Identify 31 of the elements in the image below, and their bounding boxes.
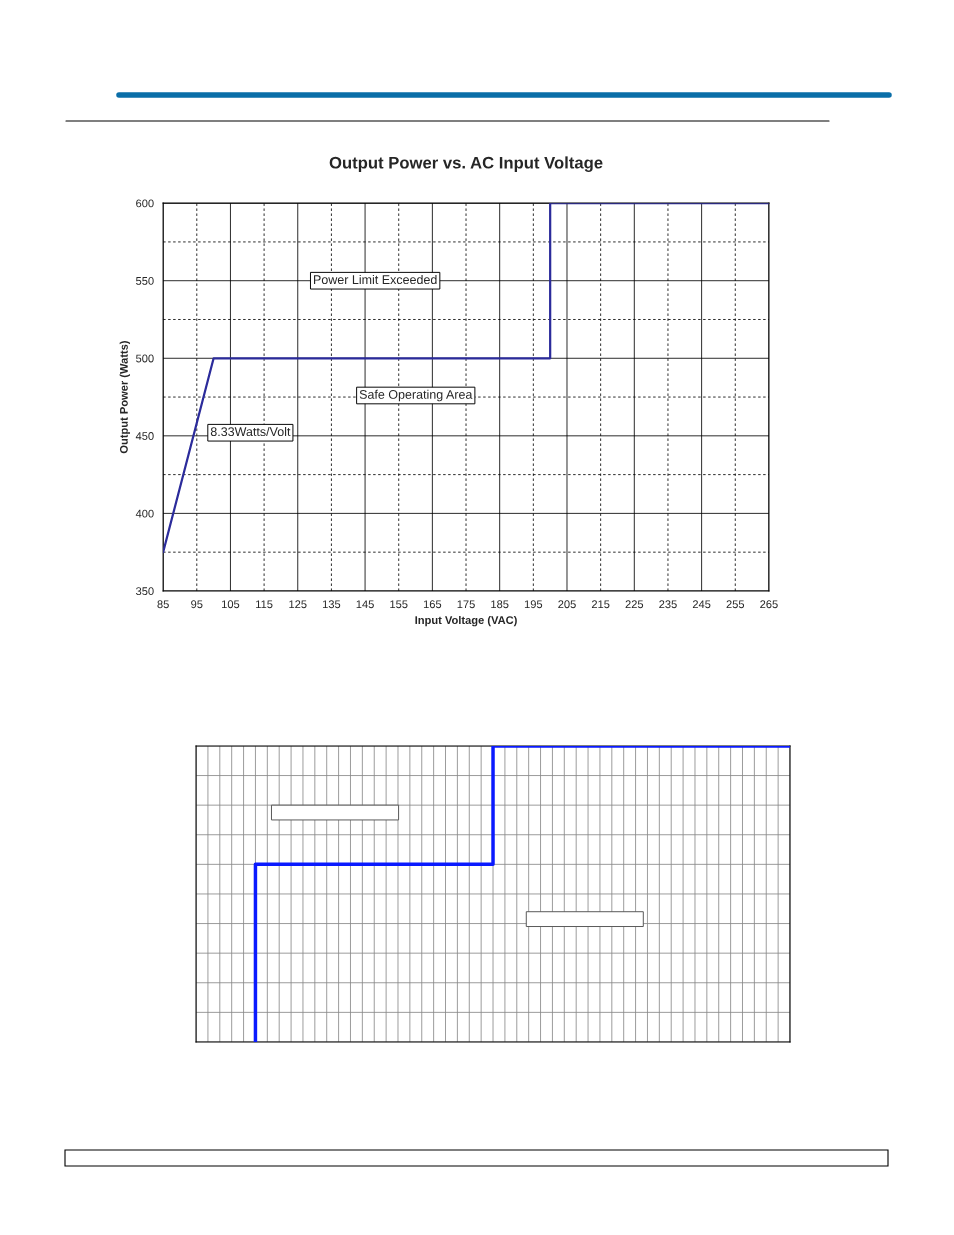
x-tick-label: 175 bbox=[457, 600, 475, 609]
x-tick-label: 205 bbox=[558, 600, 576, 609]
chart-title: Output Power vs. AC Input Voltage bbox=[329, 156, 603, 172]
x-tick-label: 155 bbox=[390, 600, 408, 609]
y-axis-title: Output Power (Watts) bbox=[119, 341, 131, 454]
x-tick-label: 185 bbox=[491, 600, 509, 609]
x-tick-label: 105 bbox=[222, 600, 240, 609]
x-tick-label: 85 bbox=[157, 600, 169, 609]
y-tick-label: 350 bbox=[135, 587, 154, 596]
x-axis-title: Input Voltage (VAC) bbox=[415, 615, 517, 627]
x-tick-label: 125 bbox=[289, 600, 307, 609]
x-tick-label: 215 bbox=[591, 600, 610, 609]
y-tick-label: 400 bbox=[135, 509, 154, 518]
x-tick-label: 195 bbox=[524, 600, 543, 609]
annotation: 8.33Watts/Volt bbox=[210, 426, 291, 437]
x-tick-label: 265 bbox=[760, 600, 778, 609]
y-tick-label: 500 bbox=[136, 354, 154, 363]
annotation: Safe Operating Area bbox=[359, 389, 473, 402]
x-tick-label: 145 bbox=[356, 600, 374, 609]
x-tick-label: 135 bbox=[322, 600, 341, 609]
x-tick-label: 245 bbox=[692, 600, 711, 609]
y-tick-label: 600 bbox=[136, 199, 154, 208]
y-tick-label: 550 bbox=[136, 276, 154, 285]
annotation: Power Limit Exceeded bbox=[314, 274, 437, 285]
x-tick-label: 115 bbox=[256, 600, 273, 609]
x-tick-label: 165 bbox=[423, 600, 442, 609]
x-tick-label: 235 bbox=[659, 600, 677, 609]
x-tick-label: 255 bbox=[726, 600, 745, 609]
x-tick-label: 225 bbox=[625, 600, 644, 609]
y-tick-label: 450 bbox=[135, 432, 154, 440]
x-tick-label: 95 bbox=[191, 600, 203, 609]
